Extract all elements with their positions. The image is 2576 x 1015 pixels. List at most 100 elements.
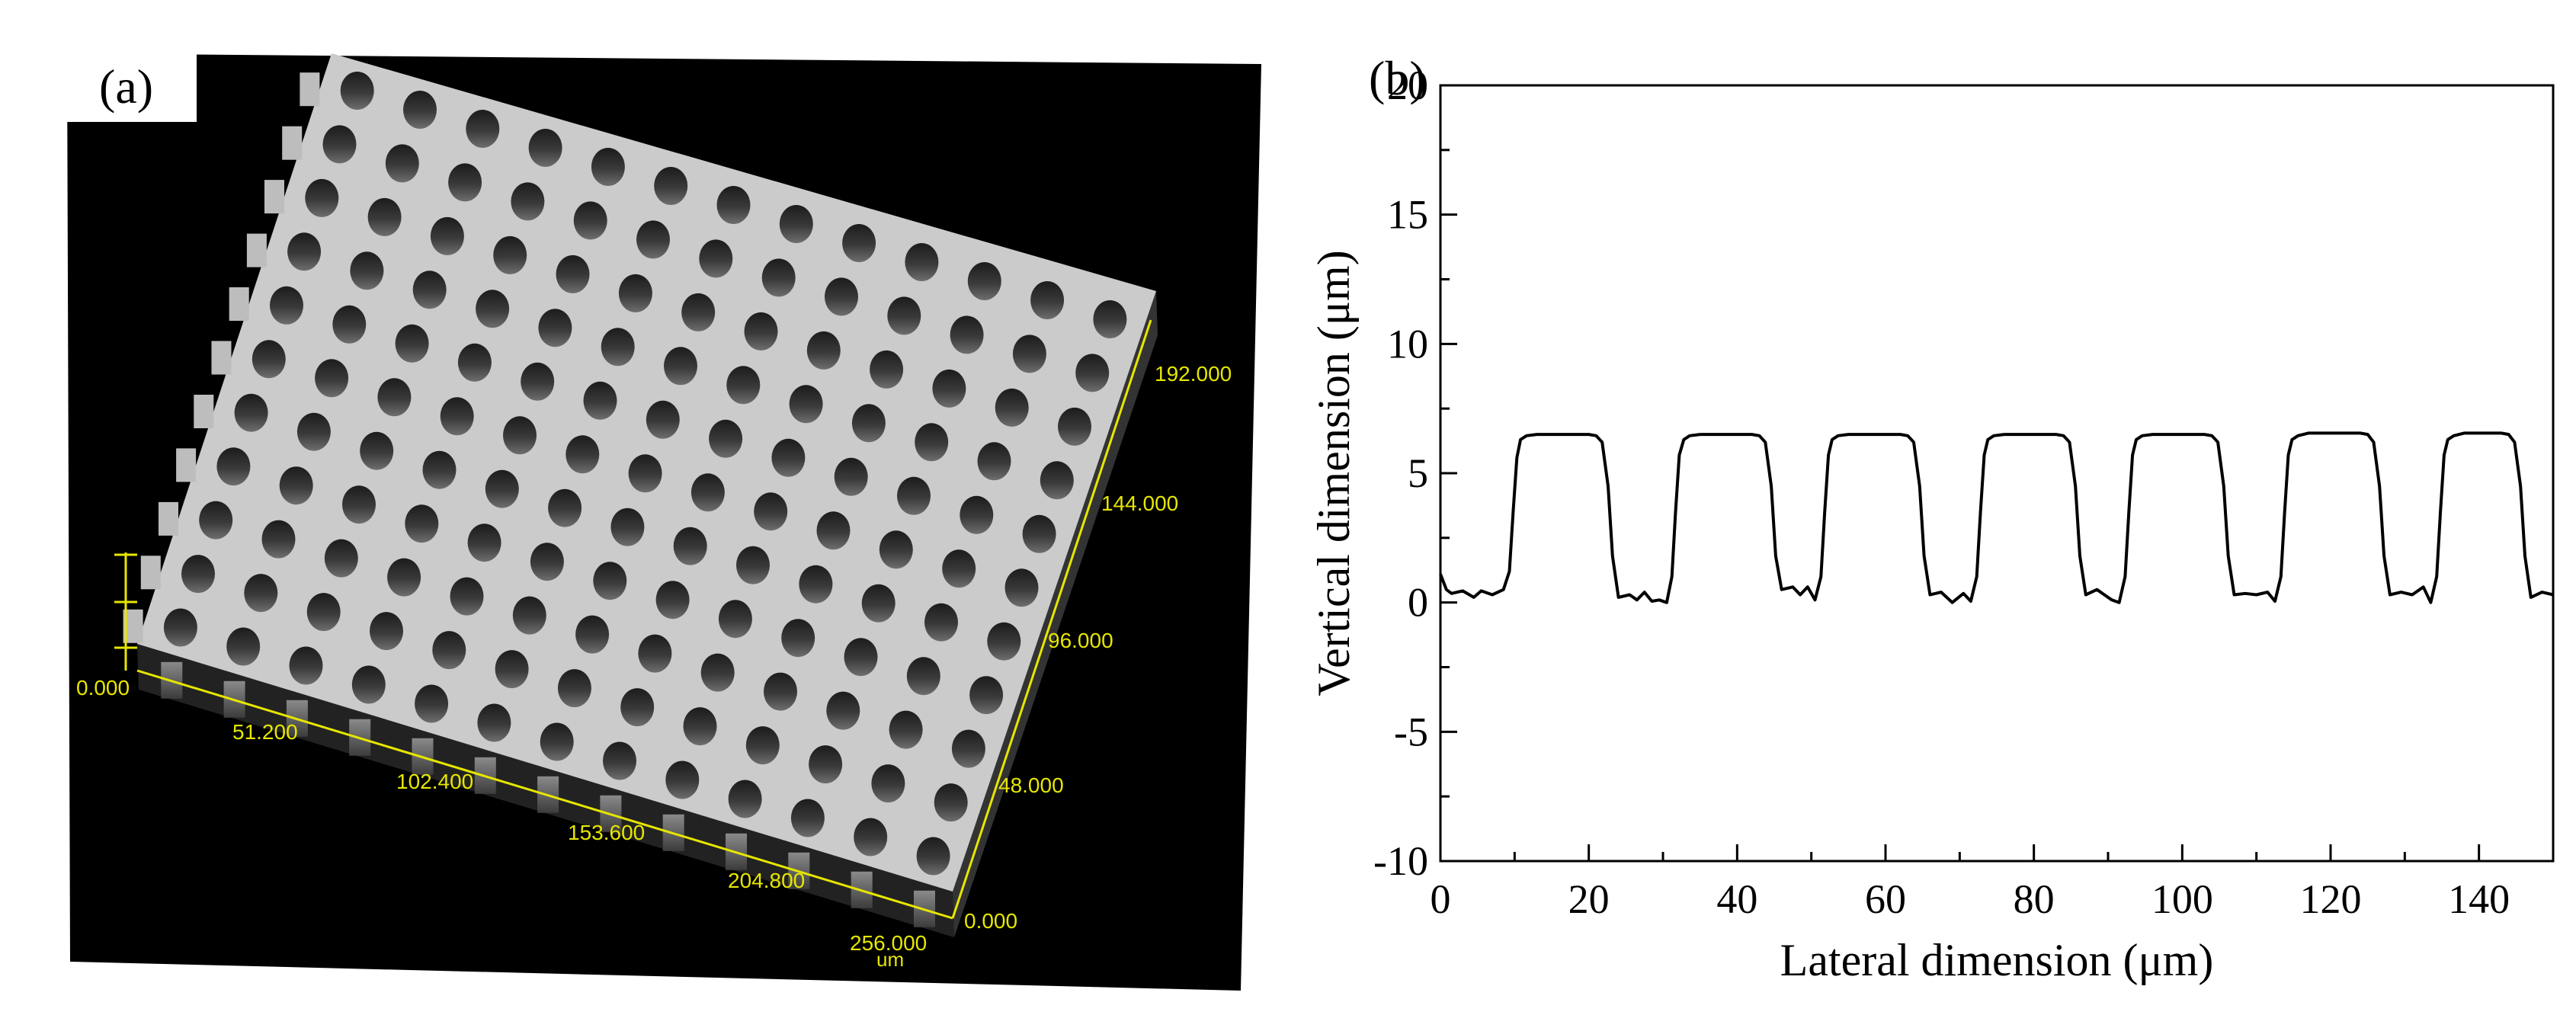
hole-grid [163, 72, 1127, 876]
hole [683, 707, 717, 746]
unit-label: um [876, 948, 904, 971]
hole [548, 488, 582, 527]
hole [764, 672, 797, 711]
hole [1030, 281, 1065, 319]
hole [583, 381, 617, 420]
hole [466, 110, 500, 148]
hole [342, 485, 376, 524]
hole [887, 296, 921, 335]
hole [754, 492, 788, 531]
hole [422, 450, 457, 489]
hole [854, 818, 888, 857]
hole [593, 562, 627, 600]
hole [967, 262, 1001, 300]
hole [960, 495, 994, 534]
hole [528, 129, 562, 167]
hole [1040, 461, 1074, 500]
left-edge-notch [282, 126, 303, 160]
hole [306, 593, 341, 632]
hole [477, 703, 511, 742]
hole [716, 186, 751, 224]
hole [790, 799, 825, 837]
hole [270, 286, 303, 325]
hole [789, 385, 823, 424]
y-tick-label: -10 [1373, 838, 1428, 884]
hole [457, 343, 492, 382]
hole [395, 324, 429, 363]
x-axis-tick-labels: 0.000 51.200 102.400 153.600 204.800 256.000 [76, 676, 927, 955]
hole [977, 442, 1011, 481]
hole [350, 251, 384, 290]
hole [906, 657, 940, 696]
hole [1075, 354, 1110, 392]
panel-a-label: (a) [99, 59, 153, 114]
panel-b-label: (b) [1369, 51, 1426, 105]
hole [521, 362, 555, 401]
left-edge-notch [229, 287, 249, 321]
hole [289, 646, 323, 685]
hole [1012, 335, 1046, 373]
hole [995, 388, 1029, 427]
hole [432, 631, 466, 670]
hole [897, 476, 931, 515]
y-axis-tick-label: 192.000 [1155, 362, 1232, 386]
hole [771, 438, 806, 477]
left-edge-notch [211, 341, 232, 375]
left-edge-notch [194, 395, 214, 428]
hole [601, 328, 635, 367]
hole [781, 619, 815, 658]
hole [665, 760, 700, 799]
hole [340, 72, 374, 110]
hole [412, 271, 447, 309]
hole [809, 745, 843, 784]
hole [351, 665, 386, 704]
hole [360, 431, 394, 470]
label-backdrop [67, 37, 197, 122]
hole [530, 543, 564, 581]
left-edge-notch [300, 72, 320, 107]
hole [654, 167, 688, 205]
profile-chart: (b) 0 20 40 60 80 100 120 140 -10 -5 0 5 10 15 20 Late… [1309, 51, 2555, 985]
hole [315, 359, 349, 398]
hole [736, 546, 770, 584]
hole [540, 722, 574, 761]
x-axis-tick-label: 51.200 [232, 720, 298, 744]
hole [816, 511, 851, 550]
y-axis-tick-label: 48.000 [998, 773, 1064, 797]
hole [503, 416, 537, 455]
profile-line [1439, 431, 2554, 604]
hole [870, 350, 904, 389]
hole [761, 258, 796, 297]
hole [728, 780, 762, 818]
hole [610, 507, 645, 546]
hole [591, 148, 625, 186]
hole [951, 729, 985, 768]
hole [1004, 568, 1039, 607]
hole [538, 309, 572, 347]
hole [664, 347, 697, 386]
hole [493, 235, 527, 274]
hole [244, 574, 278, 613]
y-tick-label: 15 [1387, 192, 1428, 238]
axis-ticks: 0 20 40 60 80 100 120 140 -10 -5 0 5 10 15 20 [1373, 62, 2510, 922]
hole [987, 622, 1021, 661]
hole [681, 293, 716, 331]
hole [934, 783, 968, 822]
hole [1058, 407, 1091, 446]
hole [512, 596, 546, 635]
hole [618, 274, 652, 312]
x-tick-label: 0 [1431, 876, 1451, 922]
hole [296, 412, 331, 451]
hole [573, 201, 607, 240]
left-edge-notch [159, 501, 178, 536]
hole [511, 182, 545, 221]
hole [181, 555, 215, 594]
hole [234, 393, 268, 432]
left-edge-notch [264, 180, 284, 214]
hole [844, 638, 878, 677]
hole [370, 612, 403, 651]
hole [440, 397, 474, 436]
hole [305, 178, 339, 217]
hole [485, 469, 519, 508]
y-tick-label: 0 [1408, 580, 1428, 626]
